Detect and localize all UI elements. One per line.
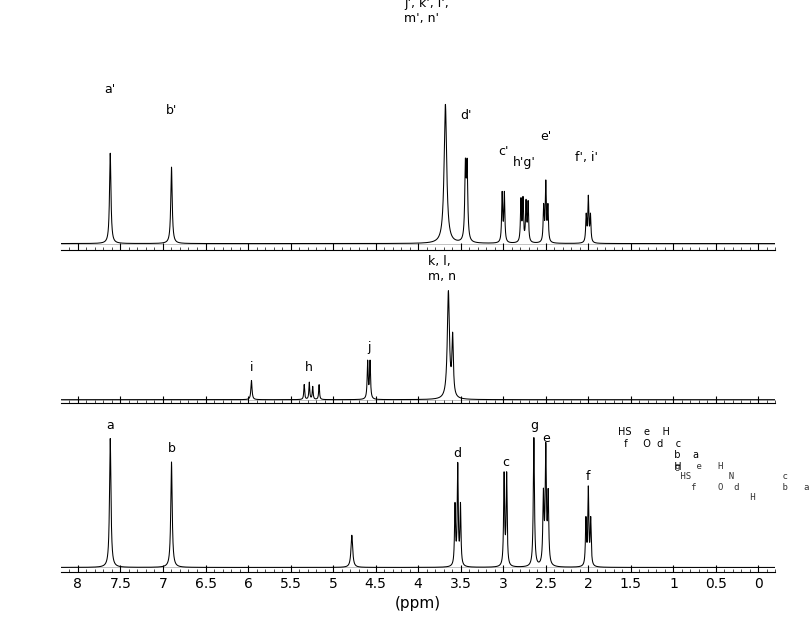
Text: i: i xyxy=(250,361,253,374)
Text: j', k', l',
m', n': j', k', l', m', n' xyxy=(404,0,448,25)
Text: d: d xyxy=(453,447,461,460)
X-axis label: (ppm): (ppm) xyxy=(395,596,440,611)
Text: g   e   H
 HS       N         c
   f    O  d        b   a
              H: g e H HS N c f O d b a H xyxy=(674,462,809,502)
Text: a': a' xyxy=(105,83,116,96)
Text: e': e' xyxy=(539,130,551,143)
Text: HS    e    H
  f     O  d    c
                  b    a
                  H: HS e H f O d c b a H xyxy=(617,428,698,472)
Text: a: a xyxy=(106,419,114,432)
Text: c': c' xyxy=(497,145,508,158)
Text: g: g xyxy=(530,419,537,432)
Text: c: c xyxy=(501,456,508,469)
Text: b': b' xyxy=(165,104,177,118)
Text: k, l,
m, n: k, l, m, n xyxy=(427,254,456,282)
Text: j: j xyxy=(367,341,370,354)
Text: h: h xyxy=(305,361,313,374)
Text: e: e xyxy=(541,432,549,445)
Text: f: f xyxy=(586,471,590,483)
Text: h'g': h'g' xyxy=(513,156,535,169)
Text: d': d' xyxy=(460,109,471,121)
Text: b: b xyxy=(167,442,175,455)
Text: f', i': f', i' xyxy=(574,151,598,164)
